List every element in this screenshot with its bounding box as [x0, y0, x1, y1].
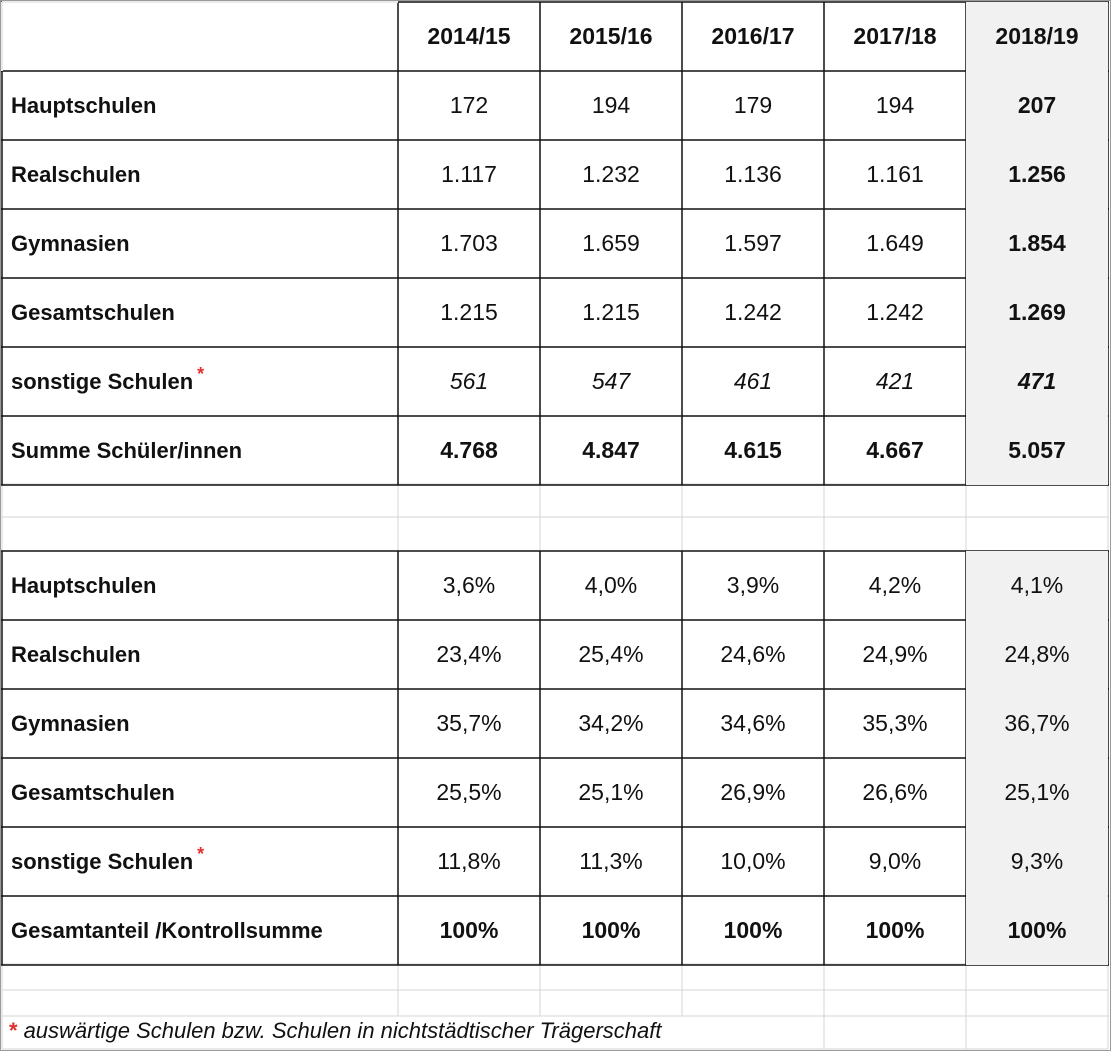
value-cell: 26,6%: [862, 779, 928, 805]
row-label: Realschulen: [2, 140, 398, 209]
row-label-text: Gesamtschulen: [11, 779, 175, 805]
value-cell: 1.659: [582, 230, 640, 256]
value-cell: 4.847: [582, 437, 640, 463]
value-cell: 461: [733, 368, 773, 394]
footnote: * auswärtige Schulen bzw. Schulen in nich…: [9, 1018, 662, 1044]
value-cell: 36,7%: [966, 689, 1108, 758]
value-cell: 35,3%: [862, 710, 928, 736]
value-cell: 471: [966, 347, 1108, 416]
value-cell: 547: [591, 368, 631, 394]
value-cell: 1.215: [440, 299, 498, 325]
value-cell: 207: [966, 71, 1108, 140]
value-cell: 1.215: [582, 299, 640, 325]
row-label: Realschulen: [2, 620, 398, 689]
year-header: 2015/16: [569, 23, 653, 49]
row-label: Gesamtschulen: [2, 278, 398, 347]
footnote-marker: *: [197, 364, 205, 384]
value-cell: 25,4%: [578, 641, 644, 667]
value-cell: 25,1%: [966, 758, 1108, 827]
row-label-text: Gymnasien: [11, 710, 130, 736]
footnote-text: auswärtige Schulen bzw. Schulen in nicht…: [23, 1018, 662, 1043]
value-cell: 26,9%: [720, 779, 786, 805]
value-cell: 1.136: [724, 161, 782, 187]
value-cell: 100%: [966, 896, 1108, 965]
value-cell: 179: [733, 92, 773, 118]
value-cell: 1.854: [966, 209, 1108, 278]
row-label-text: Gesamtschulen: [11, 299, 175, 325]
row-label-text: Gesamtanteil /Kontrollsumme: [11, 917, 323, 943]
value-cell: 194: [591, 92, 631, 118]
row-label: Hauptschulen: [2, 71, 398, 140]
value-cell: 1.161: [866, 161, 924, 187]
value-cell: 3,9%: [726, 572, 780, 598]
value-cell: 3,6%: [442, 572, 496, 598]
value-cell: 4,2%: [868, 572, 922, 598]
value-cell: 24,9%: [862, 641, 928, 667]
value-cell: 1.117: [441, 161, 497, 187]
value-cell: 100%: [865, 917, 925, 943]
row-label-text: Hauptschulen: [11, 92, 157, 118]
value-cell: 5.057: [966, 416, 1108, 485]
footnote-star: *: [9, 1018, 18, 1043]
value-cell: 194: [875, 92, 915, 118]
value-cell: 24,6%: [720, 641, 786, 667]
value-cell: 4,0%: [584, 572, 638, 598]
year-header: 2017/18: [853, 23, 937, 49]
row-label-text: Realschulen: [11, 161, 141, 187]
value-cell: 25,5%: [436, 779, 502, 805]
value-cell: 4.667: [866, 437, 924, 463]
value-cell: 1.597: [724, 230, 782, 256]
value-cell: 4.768: [440, 437, 498, 463]
value-cell: 4.615: [724, 437, 782, 463]
row-label-text: Realschulen: [11, 641, 141, 667]
row-label: sonstige Schulen *: [2, 347, 398, 416]
value-cell: 421: [875, 368, 915, 394]
row-label-text: sonstige Schulen: [11, 848, 194, 874]
value-cell: 35,7%: [436, 710, 502, 736]
value-cell: 1.232: [582, 161, 640, 187]
row-label-text: Hauptschulen: [11, 572, 157, 598]
value-cell: 1.269: [966, 278, 1108, 347]
value-cell: 4,1%: [966, 551, 1108, 620]
row-label: Summe Schüler/innen: [2, 416, 398, 485]
value-cell: 100%: [439, 917, 499, 943]
row-label: Gymnasien: [2, 689, 398, 758]
row-label: Hauptschulen: [2, 551, 398, 620]
row-label-text: Gymnasien: [11, 230, 130, 256]
value-cell: 1.242: [724, 299, 782, 325]
value-cell: 1.649: [866, 230, 924, 256]
value-cell: 34,6%: [720, 710, 786, 736]
value-cell: 11,3%: [579, 848, 643, 874]
value-cell: 34,2%: [578, 710, 644, 736]
value-cell: 1.703: [440, 230, 498, 256]
value-cell: 23,4%: [436, 641, 502, 667]
value-cell: 11,8%: [437, 848, 501, 874]
value-cell: 561: [449, 368, 489, 394]
row-label-text: sonstige Schulen: [11, 368, 194, 394]
value-cell: 100%: [723, 917, 783, 943]
year-header: 2014/15: [427, 23, 511, 49]
value-cell: 25,1%: [578, 779, 644, 805]
value-cell: 9,3%: [966, 827, 1108, 896]
value-cell: 9,0%: [868, 848, 922, 874]
row-label: Gymnasien: [2, 209, 398, 278]
row-label: sonstige Schulen *: [2, 827, 398, 896]
value-cell: 1.242: [866, 299, 924, 325]
value-cell: 10,0%: [720, 848, 786, 874]
value-cell: 100%: [581, 917, 641, 943]
value-cell: 24,8%: [966, 620, 1108, 689]
row-label-text: Summe Schüler/innen: [11, 437, 243, 463]
row-label: Gesamtanteil /Kontrollsumme: [2, 896, 398, 965]
year-header: 2018/19: [966, 2, 1108, 71]
footnote-marker: *: [197, 844, 205, 864]
value-cell: 1.256: [966, 140, 1108, 209]
row-label: Gesamtschulen: [2, 758, 398, 827]
year-header: 2016/17: [711, 23, 795, 49]
value-cell: 172: [449, 92, 489, 118]
